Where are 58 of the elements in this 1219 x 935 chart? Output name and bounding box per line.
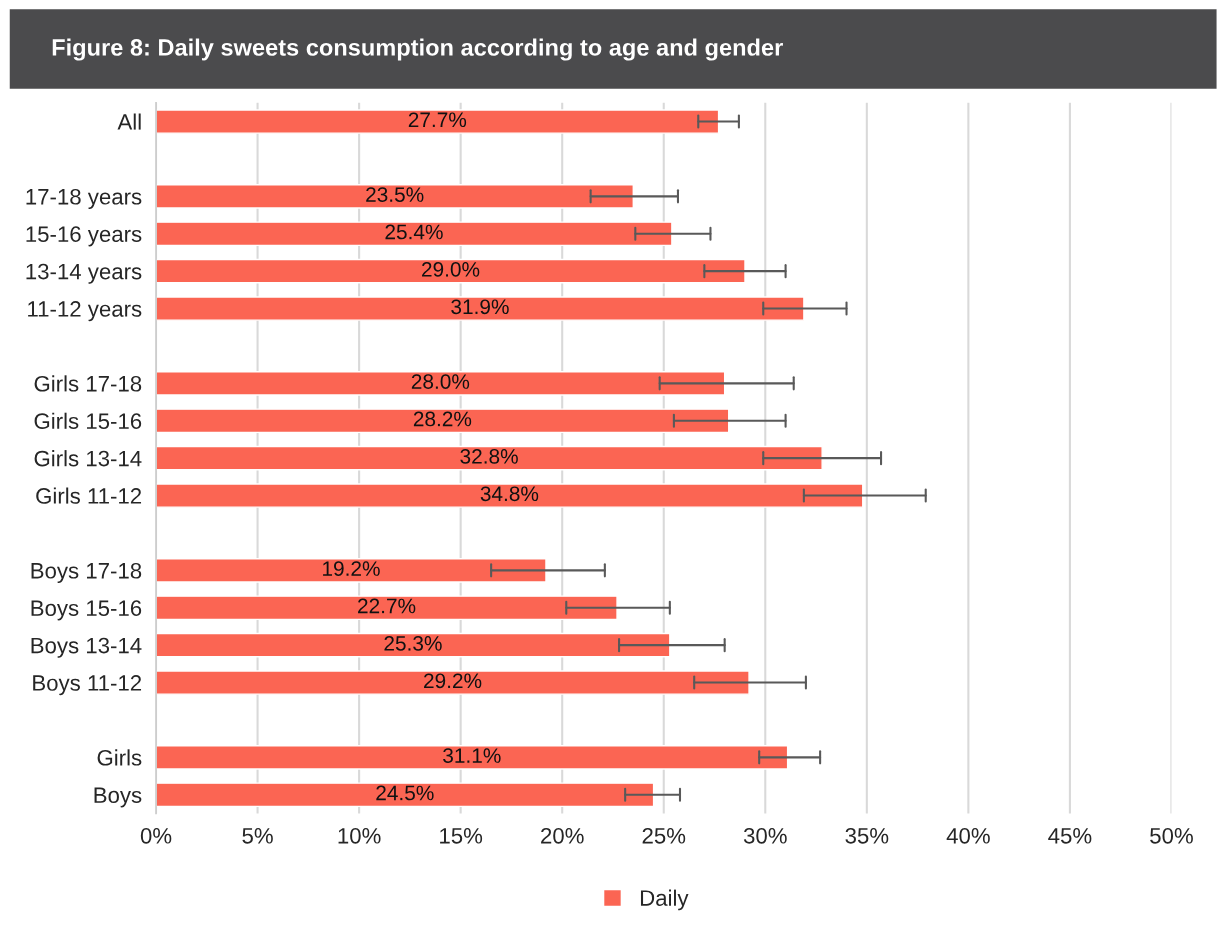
y-tick-label: Boys 17-18 (31, 562, 142, 584)
y-tick-label: Boys 15-16 (31, 600, 142, 621)
chart-title: Figure 8: Daily sweets consumption according to age and gender (52, 38, 783, 61)
data-label: 29.2% (424, 673, 482, 689)
bar (156, 296, 805, 321)
y-tick-label: Boys 13-14 (31, 637, 142, 658)
x-tick-label: 10% (338, 827, 381, 844)
x-tick-label: 30% (743, 827, 787, 844)
bar (156, 670, 750, 695)
x-tick-label: 20% (541, 827, 584, 844)
bar (156, 745, 789, 770)
bar (156, 445, 823, 471)
x-tick-label: 0% (140, 827, 172, 844)
bar (156, 483, 864, 508)
bar (156, 184, 634, 209)
data-label: 31.9% (451, 299, 509, 315)
data-label: 28.2% (413, 411, 472, 427)
legend-label: Daily (640, 889, 689, 911)
x-tick-label: 35% (845, 827, 889, 844)
data-label: 29.0% (422, 261, 480, 277)
y-tick-label: All (117, 113, 141, 130)
y-tick-label: Boys 11-12 (33, 675, 142, 696)
x-tick-label: 25% (642, 827, 686, 844)
x-tick-label: 15% (440, 828, 483, 844)
bar (156, 258, 746, 284)
y-tick-label: Girls (97, 749, 142, 766)
x-tick-label: 40% (946, 827, 990, 844)
bar (156, 632, 671, 658)
data-label: 31.1% (443, 748, 501, 763)
y-tick-label: 11-12 years (28, 301, 142, 322)
bar (156, 109, 720, 134)
data-label: 19.2% (323, 561, 380, 576)
data-label: 34.8% (480, 486, 539, 502)
data-label: 25.4% (385, 224, 443, 240)
x-tick-label: 45% (1048, 828, 1092, 844)
data-label: 32.8% (460, 448, 518, 464)
x-tick-label: 5% (242, 828, 273, 844)
bar (156, 558, 547, 583)
bar (156, 595, 618, 621)
data-label: 28.0% (411, 374, 470, 389)
data-label: 23.5% (366, 187, 424, 202)
y-tick-label: Boys (94, 787, 142, 808)
data-label: 24.5% (376, 785, 434, 801)
y-tick-label: 17-18 years (26, 188, 142, 210)
x-tick-label: 50% (1150, 827, 1193, 844)
bar (156, 782, 655, 808)
bar (156, 408, 730, 434)
bar (156, 371, 726, 396)
y-tick-label: Girls 11-12 (36, 487, 142, 504)
y-tick-label: 15-16 years (26, 226, 142, 247)
y-tick-label: 13-14 years (26, 263, 142, 284)
y-tick-label: Girls 15-16 (34, 412, 142, 430)
bar (156, 221, 673, 247)
data-label: 25.3% (384, 635, 442, 651)
data-label: 22.7% (358, 598, 416, 614)
y-tick-label: Girls 17-18 (34, 375, 142, 392)
data-label: 27.7% (408, 112, 467, 128)
y-tick-label: Girls 13-14 (34, 450, 142, 467)
